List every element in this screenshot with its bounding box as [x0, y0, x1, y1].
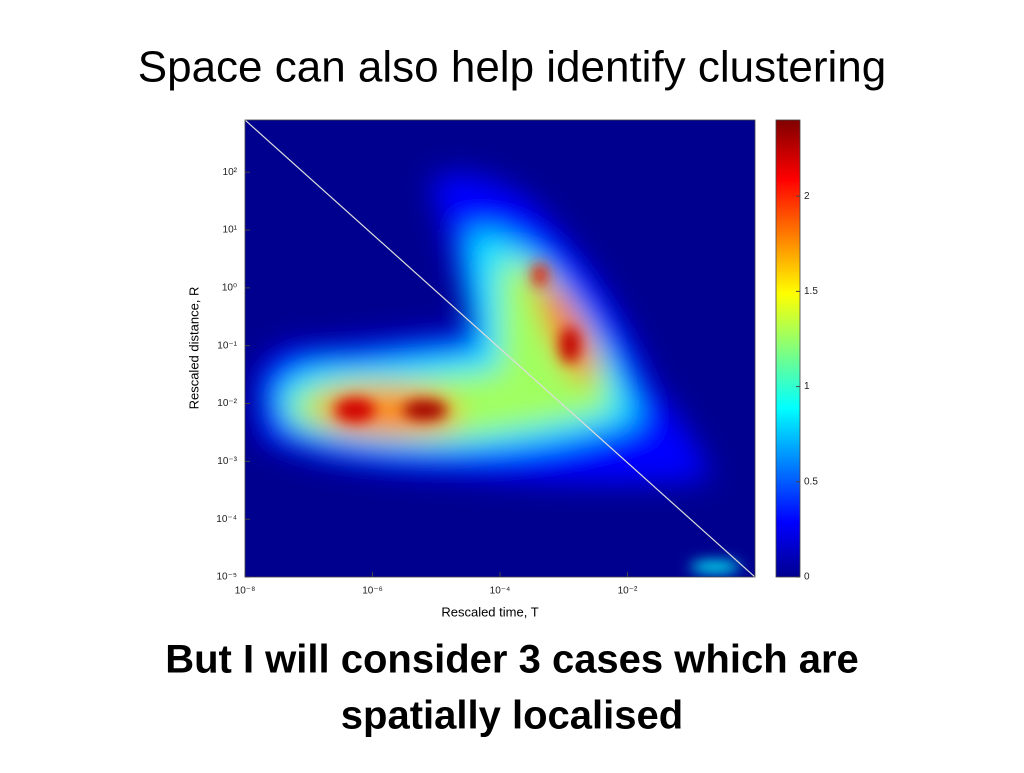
caption-line: spatially localised	[341, 694, 683, 738]
y-tick-label: 10⁰	[222, 283, 237, 294]
x-tick-label: 10⁻⁸	[235, 586, 256, 597]
x-axis-label: Rescaled time, T	[441, 604, 538, 619]
colorbar	[775, 119, 801, 578]
y-tick-label: 10⁻¹	[217, 340, 237, 351]
slide-title: Space can also help identify clustering	[138, 43, 886, 92]
x-tick-label: 10⁻²	[618, 586, 638, 597]
colorbar-tick-label: 1.5	[804, 286, 818, 297]
colorbar-tick-label: 0	[804, 572, 810, 583]
colorbar-tick-label: 1	[804, 381, 810, 392]
heatmap	[245, 120, 755, 577]
y-tick-label: 10¹	[223, 225, 238, 236]
colorbar-tick-label: 0.5	[804, 476, 818, 487]
x-tick-label: 10⁻⁶	[362, 586, 383, 597]
x-tick-label: 10⁻⁴	[490, 586, 511, 597]
y-tick-label: 10⁻³	[217, 456, 237, 467]
y-tick-label: 10⁻⁵	[216, 572, 237, 583]
y-axis-label: Rescaled distance, R	[186, 287, 201, 410]
y-tick-label: 10²	[223, 167, 238, 178]
colorbar-tick-label: 2	[804, 191, 810, 202]
y-tick-label: 10⁻⁴	[216, 514, 237, 525]
y-tick-label: 10⁻²	[217, 398, 237, 409]
caption-line: But I will consider 3 cases which are	[165, 638, 859, 682]
